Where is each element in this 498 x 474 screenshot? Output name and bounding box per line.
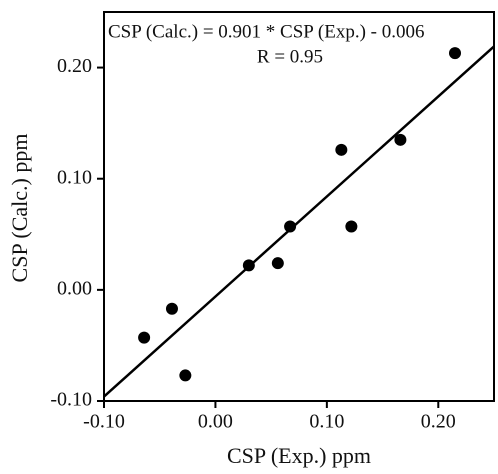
x-axis-label: CSP (Exp.) ppm xyxy=(227,443,371,468)
point xyxy=(449,47,461,60)
annotation: CSP (Calc.) = 0.901 * CSP (Exp.) - 0.006 xyxy=(108,21,424,42)
y-tick-label: 0.10 xyxy=(57,166,92,188)
x-tick-label: 0.10 xyxy=(309,411,344,433)
point xyxy=(345,220,358,233)
plot-frame xyxy=(103,11,495,402)
point xyxy=(271,257,284,270)
point xyxy=(242,259,255,272)
y-tick-label: -0.10 xyxy=(50,389,92,411)
point xyxy=(138,331,151,344)
point xyxy=(284,220,297,233)
y-axis-label: CSP (Calc.) ppm xyxy=(7,134,32,283)
x-tick-label: 0.00 xyxy=(198,411,233,433)
point xyxy=(179,369,192,382)
fit-line xyxy=(104,45,494,398)
y-tick-label: 0.20 xyxy=(57,55,92,77)
point xyxy=(165,302,178,315)
point xyxy=(335,143,348,156)
annotation: R = 0.95 xyxy=(257,46,323,67)
plot-area: CSP (Calc.) = 0.901 * CSP (Exp.) - 0.006… xyxy=(104,21,494,398)
x-tick-label: 0.20 xyxy=(421,411,456,433)
x-tick-label: -0.10 xyxy=(83,411,125,433)
point xyxy=(394,133,407,146)
y-tick-label: 0.00 xyxy=(57,277,92,299)
